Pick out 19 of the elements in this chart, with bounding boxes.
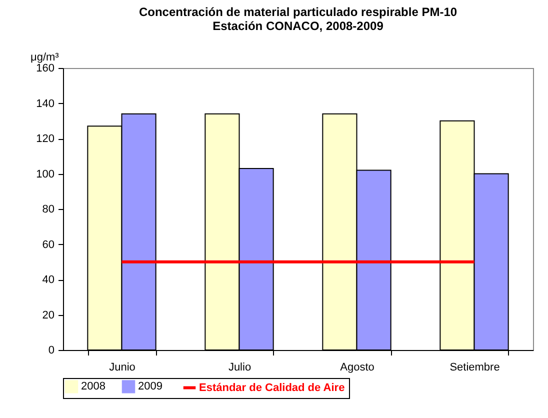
x-tick-label: Setiembre (450, 362, 500, 374)
y-tick-label: 100 (36, 168, 54, 180)
y-tick-label: 140 (36, 98, 54, 110)
chart-subtitle: Estación CONACO, 2008-2009 (212, 19, 384, 33)
y-tick-label: 60 (42, 238, 54, 251)
y-axis-title: μg/m³ (30, 52, 60, 64)
x-tick-label: Agosto (340, 362, 374, 374)
legend-label: 2008 (81, 380, 106, 393)
y-tick-label: 40 (42, 274, 54, 286)
legend-label: 2009 (138, 380, 162, 393)
y-tick-label: 160 (36, 62, 54, 74)
y-tick-label: 20 (42, 309, 54, 322)
x-tick-label: Julio (228, 362, 252, 374)
legend-label: Estándar de Calidad de Aire (199, 382, 345, 394)
chart-title: Concentración de material particulado respirable PM-10 (138, 5, 458, 19)
y-tick-label: 80 (42, 204, 54, 216)
y-tick-label: 0 (48, 344, 54, 356)
y-tick-label: 120 (36, 133, 54, 145)
x-tick-label: Junio (109, 362, 136, 374)
